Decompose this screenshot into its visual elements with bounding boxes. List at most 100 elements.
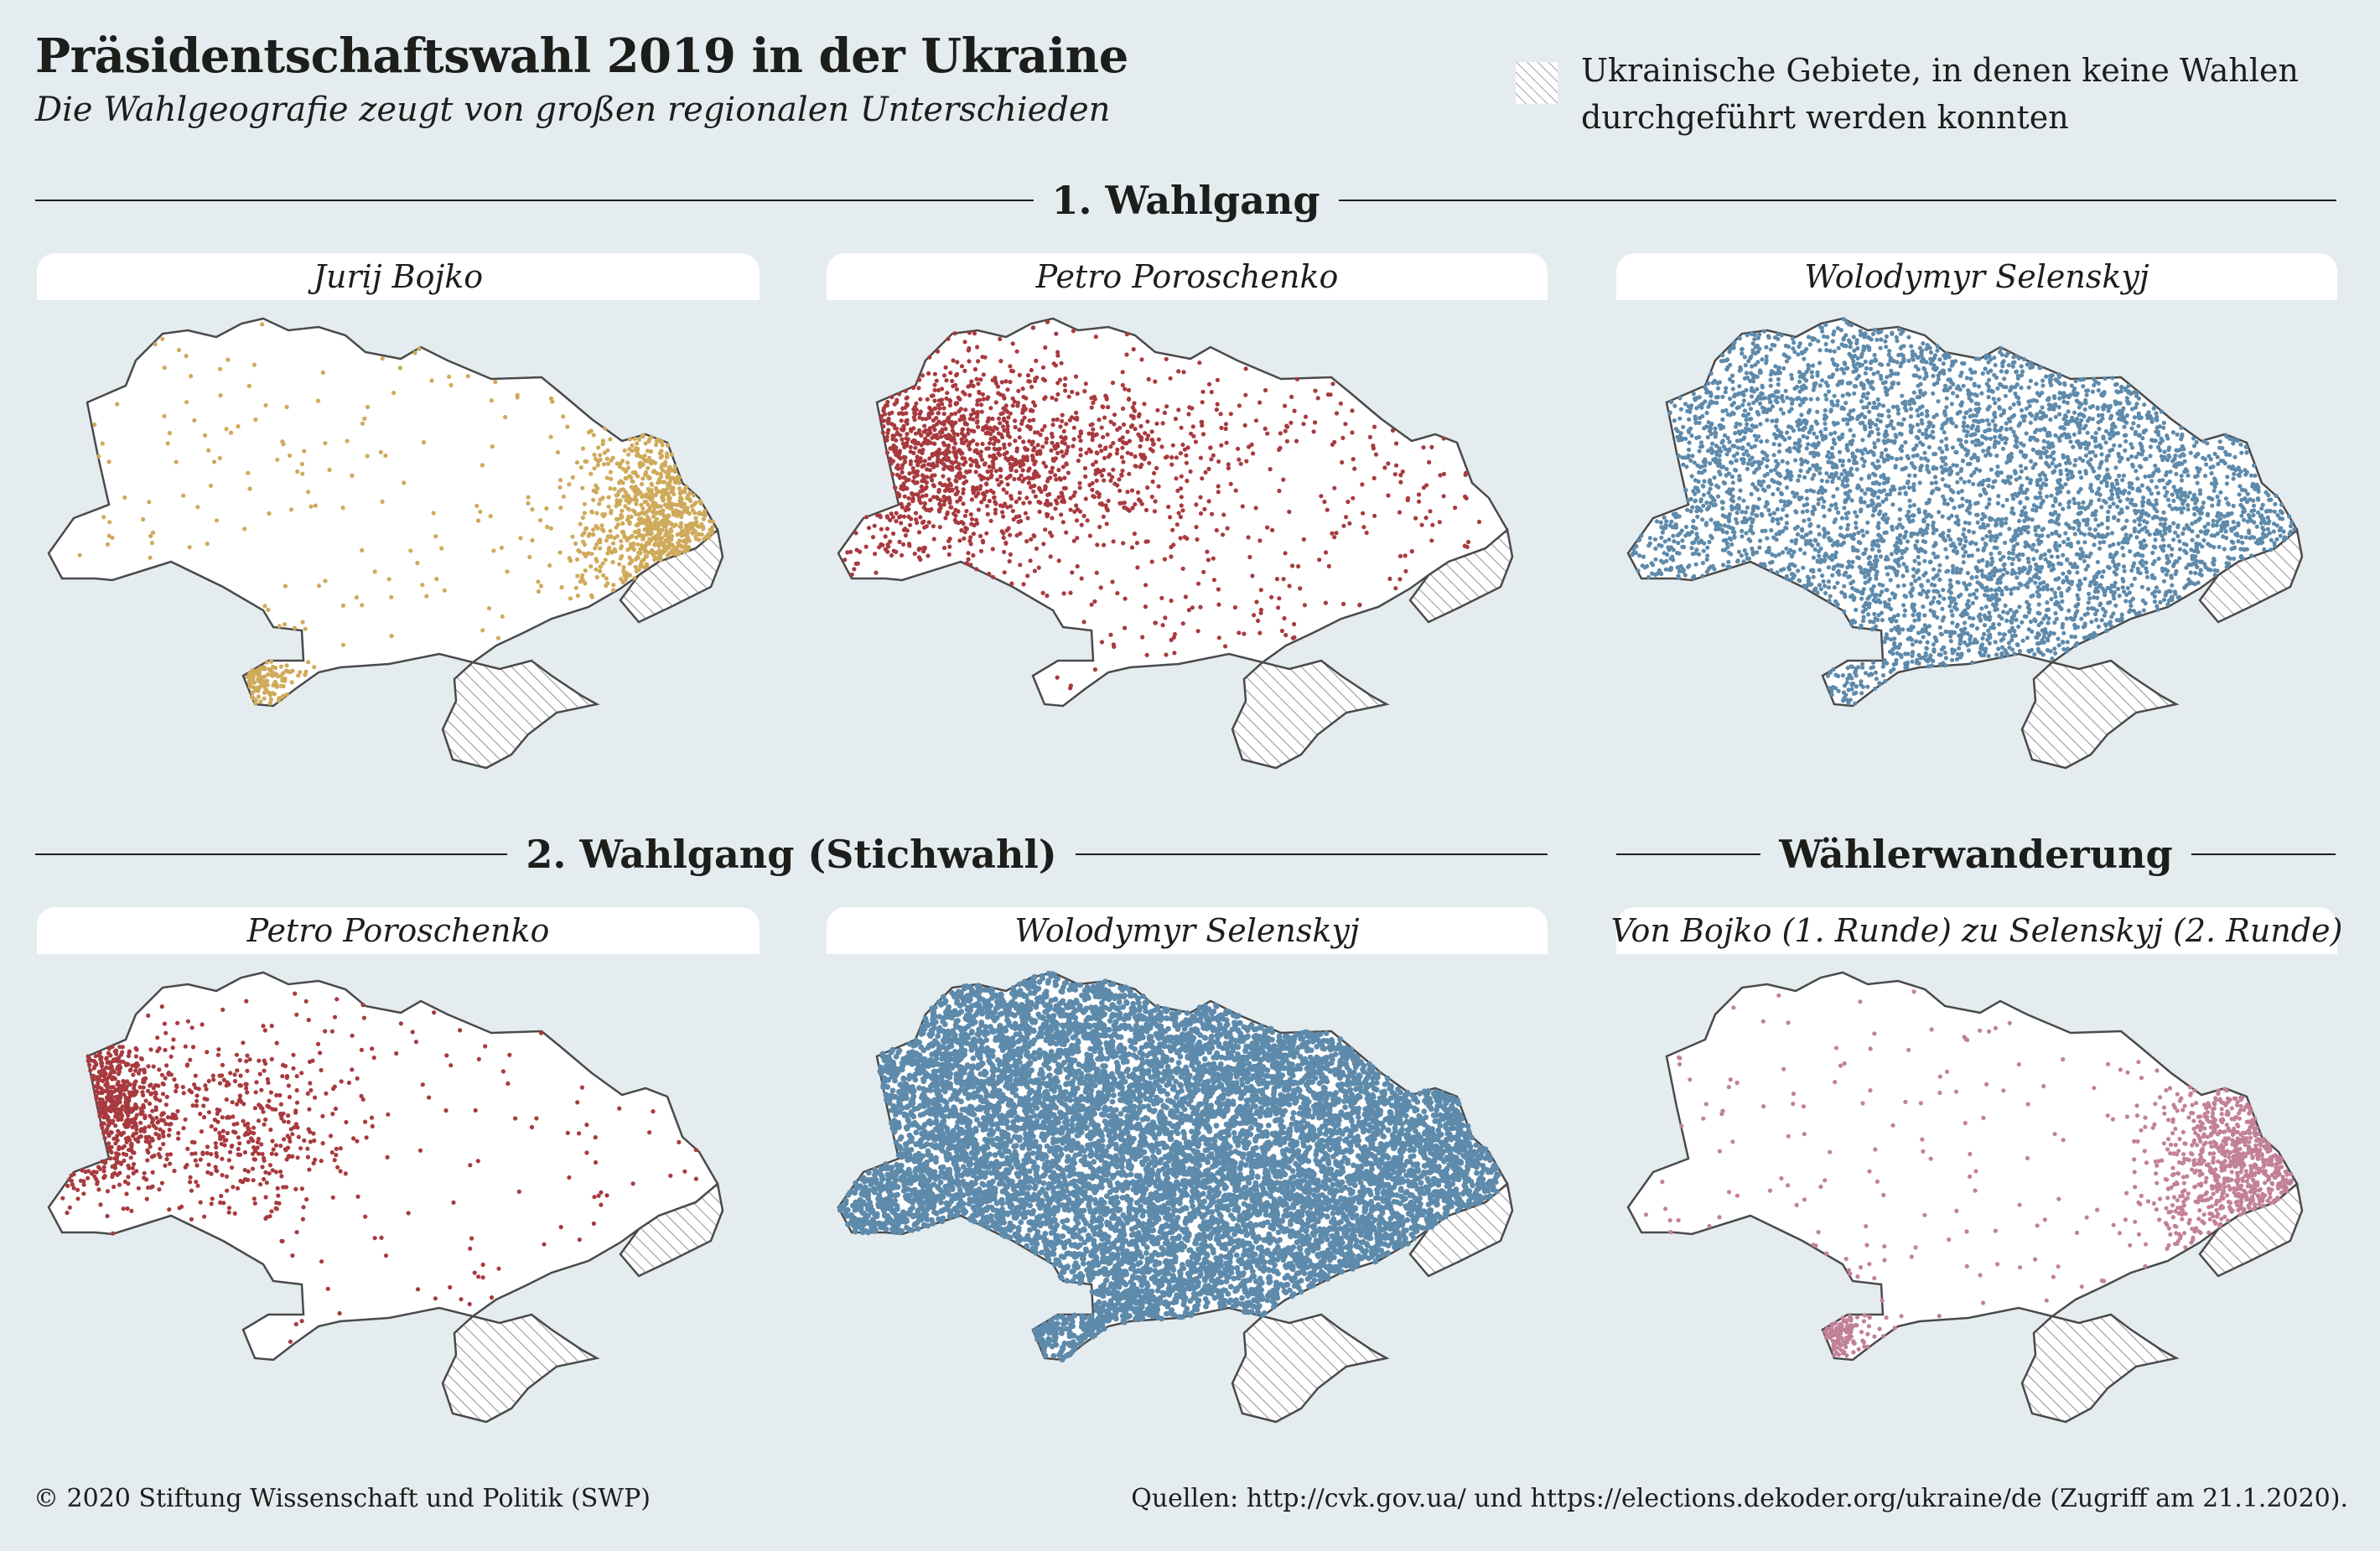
polling-station-dot [1108, 478, 1113, 483]
polling-station-dot [2083, 446, 2088, 451]
polling-station-dot [1225, 526, 1230, 531]
polling-station-dot [998, 432, 1003, 437]
polling-station-dot [885, 549, 890, 554]
polling-station-dot [2039, 485, 2044, 490]
polling-station-dot [926, 507, 931, 512]
polling-station-dot [1464, 495, 1469, 501]
polling-station-dot [1911, 513, 1916, 518]
polling-station-dot [1875, 427, 1880, 432]
polling-station-dot [964, 561, 969, 566]
polling-station-dot [578, 464, 583, 470]
polling-station-dot [1962, 428, 1967, 433]
polling-station-dot [2030, 547, 2035, 552]
polling-station-dot [1330, 442, 1335, 447]
polling-station-dot [2117, 511, 2122, 516]
polling-station-dot [217, 455, 222, 461]
polling-station-dot [1027, 438, 1032, 444]
polling-station-dot [976, 359, 981, 364]
polling-station-dot [956, 509, 961, 514]
polling-station-dot [1650, 571, 1655, 576]
polling-station-dot [1387, 576, 1392, 581]
polling-station-dot [1823, 380, 1829, 385]
polling-station-dot [944, 396, 949, 401]
polling-station-dot [1845, 422, 1850, 427]
polling-station-dot [956, 464, 961, 469]
polling-station-dot [1361, 525, 1366, 530]
polling-station-dot [1001, 487, 1006, 492]
polling-station-dot [1740, 520, 1745, 525]
polling-station-dot [1013, 424, 1018, 430]
polling-station-dot [1826, 585, 1832, 590]
polling-station-dot [1895, 613, 1900, 618]
polling-station-dot [1765, 536, 1770, 541]
polling-station-dot [2001, 636, 2006, 641]
polling-station-dot [1751, 400, 1756, 405]
polling-station-dot [184, 354, 189, 359]
polling-station-dot [383, 453, 388, 459]
polling-station-dot [284, 663, 289, 668]
polling-station-dot [1014, 349, 1019, 354]
polling-station-dot [1965, 570, 1970, 576]
polling-station-dot [1198, 455, 1203, 460]
polling-station-dot [402, 480, 407, 485]
polling-station-dot [278, 683, 284, 688]
polling-station-dot [1859, 569, 1864, 574]
polling-station-dot [1720, 513, 1725, 518]
polling-station-dot [2074, 641, 2079, 646]
polling-station-dot [1237, 403, 1242, 408]
polling-station-dot [298, 670, 303, 675]
polling-station-dot [683, 543, 688, 548]
polling-station-dot [1866, 612, 1871, 617]
polling-station-dot [1071, 437, 1076, 442]
polling-station-dot [913, 511, 919, 516]
polling-station-dot [489, 398, 494, 403]
polling-station-dot [2168, 469, 2173, 475]
polling-station-dot [689, 504, 694, 509]
polling-station-dot [1724, 386, 1729, 391]
polling-station-dot [1111, 539, 1116, 544]
polling-station-dot [1955, 622, 1960, 627]
polling-station-dot [254, 668, 259, 673]
polling-station-dot [1149, 437, 1154, 443]
polling-station-dot [589, 428, 594, 433]
polling-station-dot [2007, 550, 2012, 556]
polling-station-dot [2048, 417, 2053, 423]
polling-station-dot [1802, 551, 1807, 556]
polling-station-dot [1717, 458, 1722, 463]
polling-station-dot [2038, 409, 2043, 414]
polling-station-dot [1756, 480, 1761, 485]
polling-station-dot [2064, 521, 2069, 527]
polling-station-dot [646, 455, 652, 460]
polling-station-dot [1098, 585, 1103, 590]
polling-station-dot [2077, 523, 2082, 528]
polling-station-dot [1764, 345, 1769, 350]
polling-station-dot [360, 603, 365, 608]
polling-station-dot [1900, 627, 1906, 632]
polling-station-dot [1223, 426, 1228, 432]
polling-station-dot [2051, 449, 2056, 455]
polling-station-dot [189, 374, 194, 379]
legend-label: Ukrainische Gebiete, in denen keine Wahl… [1581, 47, 2299, 141]
polling-station-dot [1164, 356, 1169, 361]
polling-station-dot [608, 533, 614, 539]
polling-station-dot [929, 408, 934, 413]
polling-station-dot [1029, 384, 1034, 390]
polling-station-dot [654, 516, 660, 521]
polling-station-dot [699, 521, 704, 527]
polling-station-dot [271, 682, 276, 687]
polling-station-dot [1002, 445, 1007, 450]
polling-station-dot [1125, 490, 1130, 495]
polling-station-dot [1221, 512, 1226, 517]
polling-station-dot [2099, 452, 2104, 457]
polling-station-dot [594, 542, 599, 547]
polling-station-dot [266, 672, 271, 677]
polling-station-dot [1441, 436, 1446, 441]
polling-station-dot [1018, 531, 1023, 536]
polling-station-dot [2122, 424, 2127, 429]
polling-station-dot [2061, 630, 2066, 635]
polling-station-dot [2208, 465, 2213, 470]
polling-station-dot [1880, 618, 1885, 623]
polling-station-dot [1017, 435, 1022, 440]
polling-station-dot [1636, 568, 1641, 573]
polling-station-dot [922, 423, 927, 428]
